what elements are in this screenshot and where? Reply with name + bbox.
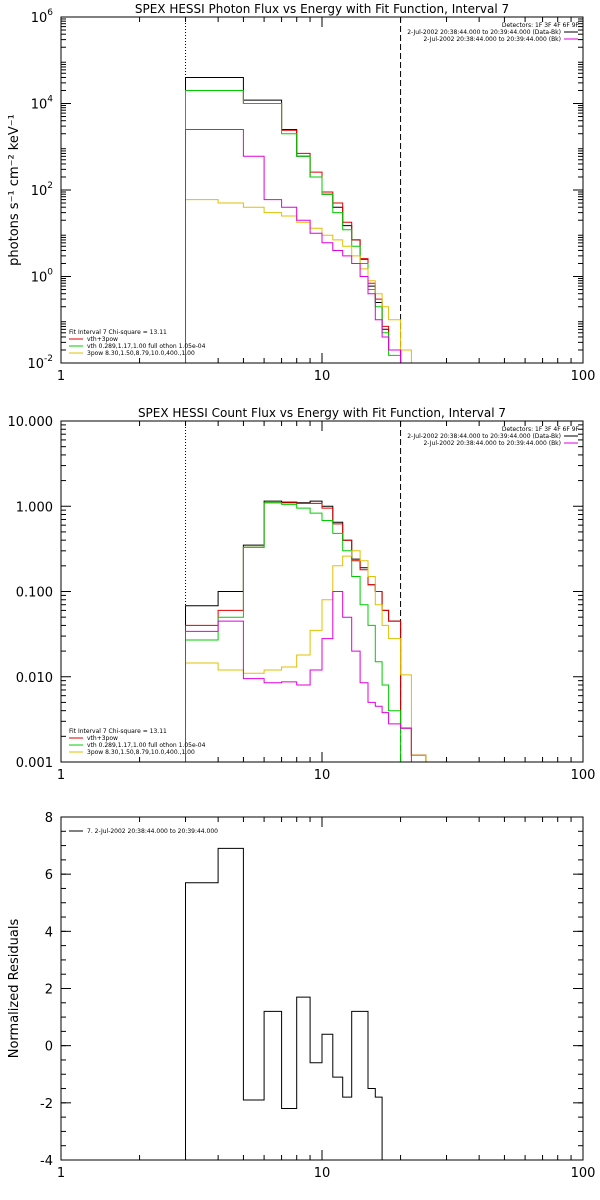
legend-entry: Fit Interval 7 Chi-square = 13.11 <box>69 329 167 336</box>
y-tick-base: 10 <box>31 11 48 26</box>
legend-entry: vth+3pow <box>87 735 118 742</box>
y-tick-label: 10-2 <box>27 354 53 372</box>
legend-entry: Detectors: 1F 3F 4F 6F 9F <box>502 22 580 29</box>
y-tick-label: 0.100 <box>16 586 53 601</box>
legend-entry: vth 0.289,1.17,1.00 full othon 1.05e-04 <box>87 742 206 749</box>
x-tick-label: 1 <box>57 369 65 384</box>
y-tick-base: 10 <box>27 357 44 372</box>
plot-frame <box>60 16 584 364</box>
legend-entry: 3pow 8.30,1.50,8.79,10.0,400.,1.00 <box>87 350 195 357</box>
series-vth-3pow <box>185 90 412 363</box>
y-tick-label: 1.000 <box>16 500 53 515</box>
chart-panel-2: SPEX HESSI Count Flux vs Energy with Fit… <box>8 406 596 783</box>
x-tick-label: 10 <box>314 1166 331 1181</box>
y-tick-base: 10 <box>31 184 48 199</box>
x-tick-label: 10 <box>314 768 331 783</box>
legend-entry: 7. 2-Jul-2002 20:38:44.000 to 20:39:44.0… <box>87 828 218 835</box>
plot-frame <box>60 816 584 1161</box>
legend-right: Detectors: 1F 3F 4F 6F 9F2-Jul-2002 20:3… <box>407 426 579 447</box>
series-group <box>185 500 427 762</box>
y-tick-exponent: 4 <box>47 95 53 105</box>
legend-right: Detectors: 1F 3F 4F 6F 9F2-Jul-2002 20:3… <box>407 22 579 43</box>
legend-entry: vth+3pow <box>87 336 118 343</box>
series-vth <box>185 90 402 363</box>
y-axis: -4 -2 0 2 4 6 8 <box>40 811 583 1169</box>
y-tick-label: 102 <box>31 181 53 199</box>
legend-entry: 2-Jul-2002 20:38:44.000 to 20:39:44.000 … <box>407 433 561 440</box>
series-3pow <box>185 550 427 762</box>
series-data-bk <box>185 77 402 363</box>
y-tick-label: 4 <box>45 925 53 940</box>
y-tick-label: 104 <box>31 95 54 113</box>
series-residuals <box>185 847 383 1160</box>
legend-entry: Detectors: 1F 3F 4F 6F 9F <box>502 426 580 433</box>
legend-left: 7. 2-Jul-2002 20:38:44.000 to 20:39:44.0… <box>69 828 218 835</box>
y-axis-label: photons s⁻¹ cm⁻² keV⁻¹ <box>7 114 22 266</box>
x-axis: 1 10 100 <box>57 817 596 1181</box>
x-axis: 1 10 100 <box>57 421 596 783</box>
y-tick-label: 100 <box>31 268 54 286</box>
x-tick-label: 1 <box>57 1166 65 1181</box>
y-tick-label: 106 <box>31 8 54 26</box>
legend-entry: Fit Interval 7 Chi-square = 13.11 <box>69 728 167 735</box>
series-bk <box>185 591 412 762</box>
y-tick-label: -4 <box>40 1154 53 1169</box>
legend-entry: vth 0.289,1.17,1.00 full othon 1.05e-04 <box>87 343 206 350</box>
y-tick-exponent: 6 <box>47 8 53 18</box>
series-vth <box>185 502 412 762</box>
chart-title: SPEX HESSI Photon Flux vs Energy with Fi… <box>135 2 509 16</box>
chart-panel-3: 1 10 100 -4 -2 0 2 4 6 8 Normalized Residuals 7. 2-… <box>7 811 595 1181</box>
y-tick-exponent: 0 <box>47 268 53 278</box>
series-group <box>185 77 412 363</box>
y-tick-label: 10.000 <box>8 415 54 430</box>
legend-entry: 2-Jul-2002 20:38:44.000 to 20:39:44.000 … <box>423 440 561 447</box>
series-data-bk <box>185 500 427 762</box>
series-bk <box>185 129 402 363</box>
legend-left: Fit Interval 7 Chi-square = 13.11vth+3po… <box>69 728 206 756</box>
series-vth-3pow <box>185 502 427 762</box>
y-tick-label: -2 <box>40 1097 53 1112</box>
y-tick-exponent: -2 <box>44 354 53 364</box>
plot-frame <box>60 420 584 763</box>
x-tick-label: 100 <box>571 1166 596 1181</box>
y-tick-label: 6 <box>45 868 53 883</box>
x-tick-label: 100 <box>571 369 596 384</box>
y-tick-label: 0.010 <box>16 671 53 686</box>
legend-left: Fit Interval 7 Chi-square = 13.11vth+3po… <box>69 329 206 357</box>
legend-entry: 2-Jul-2002 20:38:44.000 to 20:39:44.000 … <box>423 36 561 43</box>
y-tick-label: 2 <box>45 983 53 998</box>
series-3pow <box>185 199 412 363</box>
chart-title: SPEX HESSI Count Flux vs Energy with Fit… <box>138 406 506 420</box>
legend-entry: 2-Jul-2002 20:38:44.000 to 20:39:44.000 … <box>407 29 561 36</box>
y-tick-base: 10 <box>31 98 48 113</box>
series-group <box>185 847 383 1160</box>
y-tick-label: 0.001 <box>16 756 53 771</box>
y-tick-base: 10 <box>31 271 48 286</box>
x-tick-label: 1 <box>57 768 65 783</box>
y-axis: 0.001 0.010 0.100 1.000 10.000 <box>8 415 583 771</box>
legend-entry: 3pow 8.30,1.50,8.79,10.0,400.,1.00 <box>87 749 195 756</box>
y-tick-label: 8 <box>45 811 53 826</box>
x-tick-label: 100 <box>571 768 596 783</box>
x-tick-label: 10 <box>314 369 331 384</box>
y-tick-label: 0 <box>45 1040 53 1055</box>
y-axis-label: Normalized Residuals <box>7 919 22 1059</box>
y-tick-exponent: 2 <box>47 181 53 191</box>
chart-panel-1: SPEX HESSI Photon Flux vs Energy with Fi… <box>7 2 595 384</box>
